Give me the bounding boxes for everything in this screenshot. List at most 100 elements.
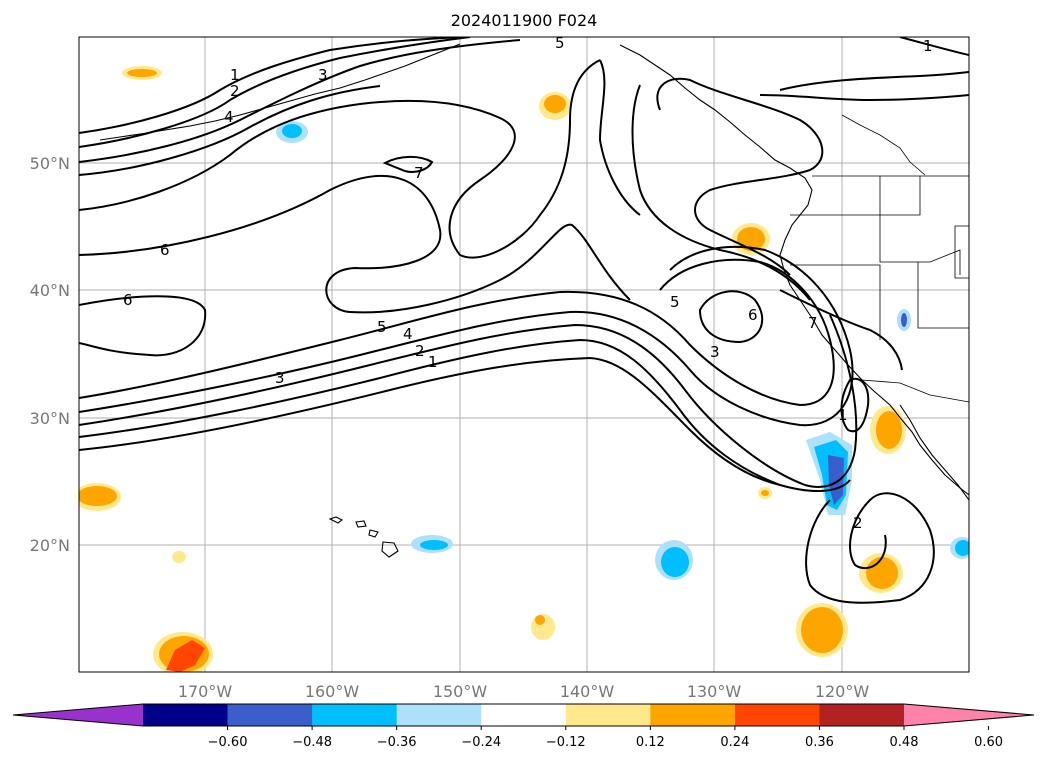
- colorbar-tick-label: −0.48: [292, 735, 332, 750]
- contour-line: [779, 71, 969, 91]
- positive-anomaly-patch: [79, 483, 121, 511]
- contour-line: [805, 492, 935, 604]
- graticule: [79, 37, 969, 672]
- contour-line: [382, 155, 434, 173]
- colorbar-tick-label: −0.12: [546, 735, 586, 750]
- contour-label: 2: [415, 342, 425, 360]
- contour-line: [79, 356, 781, 486]
- negative-anomaly-patch: [655, 540, 693, 580]
- colorbar-extend-high: [904, 704, 1034, 726]
- map-title: 2024011900 F024: [451, 11, 598, 30]
- positive-anomaly-patch: [122, 66, 162, 80]
- colorbar-tick-label: 0.60: [974, 735, 1003, 750]
- contour-label: 5: [377, 318, 387, 336]
- contour-line: [779, 289, 903, 371]
- hawaii-island: [368, 529, 379, 538]
- contour-line: [759, 94, 969, 102]
- positive-anomaly-patch: [153, 632, 213, 672]
- latitude-labels: 50°N 40°N 30°N 20°N: [30, 154, 70, 555]
- map-frame: [78, 36, 970, 673]
- lat-label: 30°N: [30, 409, 70, 428]
- negative-anomaly-patch: [276, 121, 308, 143]
- contour-label: 7: [414, 164, 424, 182]
- lat-label: 40°N: [30, 281, 70, 300]
- contour-line: [840, 377, 870, 433]
- colorbar-tick-label: −0.36: [377, 735, 417, 750]
- contour-line: [79, 314, 858, 488]
- contour-label: 7: [808, 314, 818, 332]
- contour-line: [899, 37, 969, 56]
- contour-label: 5: [670, 293, 680, 311]
- positive-anomaly-patch: [870, 406, 906, 454]
- contour-label: 1: [923, 37, 933, 55]
- contour-line: [79, 295, 207, 357]
- colorbar-tick-label: 0.12: [636, 735, 665, 750]
- state-border: [917, 262, 969, 329]
- coastlines: [99, 43, 969, 558]
- lon-label: 140°W: [560, 682, 615, 701]
- colorbar-segment: [734, 704, 820, 726]
- lat-label: 50°N: [30, 154, 70, 173]
- contour-label: 3: [318, 66, 328, 84]
- negative-anomaly-patch: [950, 537, 969, 559]
- hawaii-island: [381, 541, 399, 558]
- contour-label: 4: [403, 325, 413, 343]
- lat-label: 20°N: [30, 536, 70, 555]
- positive-anomaly-patch: [859, 553, 903, 593]
- colorbar-tick-label: 0.36: [805, 735, 834, 750]
- lon-label: 150°W: [433, 682, 488, 701]
- contour-line: [79, 258, 835, 407]
- colorbar-tick-label: 0.24: [720, 735, 749, 750]
- state-border: [954, 225, 969, 279]
- hawaii-island: [328, 516, 344, 524]
- colorbar-segment: [819, 704, 905, 726]
- contour-label: 2: [853, 514, 863, 532]
- contour-line: [79, 245, 854, 427]
- contour-label: 5: [555, 34, 565, 52]
- contour-line: [79, 85, 381, 176]
- colorbar-ticks: −0.60 −0.48 −0.36 −0.24 −0.12 0.12 0.24 0.36 0.4…: [208, 726, 1003, 750]
- contour-label: 1: [230, 66, 240, 84]
- contour-line: [598, 59, 641, 216]
- negative-anomaly-patch: [411, 535, 453, 553]
- colorbar-segment: [481, 704, 567, 726]
- contour-label: 3: [710, 343, 720, 361]
- state-border: [879, 176, 921, 216]
- baja-peninsula: [899, 404, 969, 501]
- contour-label: 1: [838, 406, 848, 424]
- lon-label: 120°W: [815, 682, 870, 701]
- colorbar-segment: [565, 704, 651, 726]
- contour-line: [79, 174, 631, 314]
- contour-line: [79, 39, 521, 163]
- political-borders: [790, 114, 969, 403]
- colorbar-segment: [312, 704, 398, 726]
- contour-line: [698, 290, 764, 344]
- lon-label: 170°W: [178, 682, 233, 701]
- hawaii-island: [355, 520, 367, 528]
- lon-label: 130°W: [687, 682, 742, 701]
- negative-anomaly-patch: [806, 432, 852, 515]
- province-border: [841, 114, 926, 176]
- colorbar-segment: [143, 704, 229, 726]
- lon-label: 160°W: [305, 682, 360, 701]
- positive-anomaly-patch: [796, 603, 848, 657]
- contour-label: 2: [230, 82, 240, 100]
- colorbar-tick-label: −0.60: [208, 735, 248, 750]
- contour-label: 6: [160, 241, 170, 259]
- positive-anomaly-patch: [172, 551, 186, 563]
- colorbar-outline: [12, 703, 1035, 727]
- colorbar-tick-label: 0.48: [890, 735, 919, 750]
- colorbar-extend-low: [13, 704, 143, 726]
- colorbar-segment: [227, 704, 313, 726]
- contour-line: [79, 59, 601, 259]
- state-border: [790, 214, 961, 275]
- colorbar-tick-label: −0.24: [461, 735, 501, 750]
- colorbar-segment: [396, 704, 482, 726]
- contour-line: [631, 84, 811, 301]
- colorbar: [12, 703, 1035, 727]
- contour-line: [656, 77, 824, 276]
- us-mexico-border: [861, 379, 969, 403]
- longitude-labels: 170°W 160°W 150°W 140°W 130°W 120°W: [178, 682, 870, 701]
- positive-anomaly-patch: [758, 487, 772, 499]
